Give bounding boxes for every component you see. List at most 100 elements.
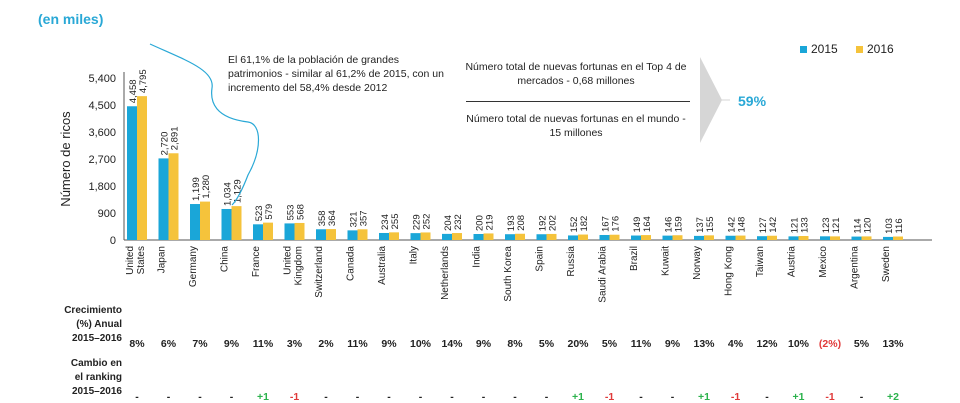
x-tick-label-norway: Norway — [692, 246, 703, 280]
bar-label-hong-kong-2016: 148 — [737, 217, 748, 233]
bar-label-kuwait-2015: 146 — [664, 217, 675, 233]
y-tick-label-2700: 2,700 — [88, 154, 116, 166]
bar-canada-2016 — [357, 229, 368, 240]
growth-value-canada: 11% — [347, 338, 368, 350]
bar-label-canada-2015: 321 — [349, 212, 360, 228]
growth-value-netherlands: 14% — [441, 338, 463, 350]
rank-change-norway: +1 — [698, 391, 710, 403]
rank-change-italy: - — [418, 391, 423, 403]
bar-japan-2016 — [168, 153, 179, 240]
bar-label-sweden-2015: 103 — [884, 218, 895, 234]
bar-kuwait-2015 — [662, 235, 673, 240]
rank-label-line-1: Cambio en — [70, 358, 122, 369]
growth-value-austria: 10% — [787, 338, 809, 350]
bar-switzerland-2015 — [316, 229, 326, 240]
y-tick-label-900: 900 — [98, 208, 116, 220]
bar-label-mexico-2015: 123 — [821, 217, 832, 233]
growth-label-line-3: 2015–2016 — [71, 333, 122, 344]
x-tick-label-united-states-line-2: States — [136, 246, 147, 274]
bar-label-argentina-2016: 120 — [863, 218, 874, 234]
bar-label-russia-2016: 182 — [579, 216, 590, 232]
rank-change-mexico: -1 — [825, 391, 835, 403]
bar-label-australia-2016: 255 — [390, 213, 401, 229]
bar-united-kingdom-2015 — [284, 223, 295, 240]
arrow-shape — [700, 57, 722, 143]
x-tick-label-austria: Austria — [787, 246, 798, 278]
x-tick-label-south-korea: South Korea — [503, 246, 514, 302]
rank-change-hong-kong: -1 — [730, 391, 741, 403]
growth-value-india: 9% — [475, 338, 492, 350]
legend-label-2015: 2015 — [811, 42, 838, 56]
x-tick-label-mexico: Mexico — [818, 246, 829, 278]
top4-callout: Número total de nuevas fortunas en el To… — [465, 61, 687, 87]
x-tick-label-hong-kong: Hong Kong — [724, 246, 735, 296]
x-tick-label-kuwait: Kuwait — [661, 246, 672, 276]
x-tick-label-spain: Spain — [535, 246, 546, 272]
bar-label-mexico-2016: 121 — [831, 218, 842, 234]
growth-value-united-kingdom: 3% — [286, 338, 303, 350]
bar-label-italy-2015: 229 — [412, 214, 423, 230]
bar-label-germany-2016: 1,280 — [201, 175, 212, 199]
growth-label-line-2: (%) Anual — [76, 319, 122, 330]
bar-label-france-2015: 523 — [254, 205, 265, 221]
bar-united-states-2015 — [127, 106, 137, 240]
bar-spain-2015 — [536, 234, 547, 240]
growth-value-mexico: (2%) — [818, 338, 842, 350]
bar-argentina-2015 — [851, 236, 862, 240]
bar-france-2016 — [263, 222, 273, 240]
bar-south-korea-2016 — [515, 233, 525, 240]
x-tick-label-united-kingdom-line-2: Kingdom — [294, 246, 305, 285]
bar-switzerland-2016 — [326, 229, 336, 240]
bar-label-italy-2016: 252 — [422, 214, 433, 230]
growth-value-germany: 7% — [192, 338, 208, 350]
share-callout: El 61,1% de la población de grandes patr… — [228, 54, 444, 94]
bar-label-norway-2016: 155 — [705, 216, 716, 232]
rank-change-japan: - — [166, 391, 171, 403]
rank-change-argentina: - — [859, 391, 864, 403]
legend-item-2016: 2016 — [856, 42, 894, 56]
bar-label-united-states-2016: 4,795 — [138, 69, 149, 93]
bar-india-2015 — [473, 234, 484, 240]
bar-sweden-2016 — [893, 236, 903, 240]
bar-netherlands-2016 — [452, 233, 462, 240]
bar-taiwan-2015 — [757, 236, 767, 240]
bar-russia-2015 — [568, 235, 578, 240]
callout-divider — [466, 101, 690, 102]
bar-label-germany-2015: 1,199 — [191, 177, 202, 201]
bar-spain-2016 — [546, 233, 557, 240]
growth-value-france: 11% — [252, 338, 274, 350]
annotation-shapes — [149, 43, 730, 206]
bar-label-united-states-2015: 4,458 — [128, 79, 139, 103]
rank-change-kuwait: - — [670, 391, 675, 403]
bar-hong-kong-2016 — [735, 235, 746, 240]
bar-label-sweden-2016: 116 — [894, 218, 905, 233]
x-tick-label-netherlands: Netherlands — [440, 246, 451, 300]
bar-canada-2015 — [347, 230, 358, 240]
x-tick-label-india: India — [472, 246, 483, 268]
y-axis: 0 900 1,800 2,700 3,600 4,500 5,400 Número de r… — [58, 72, 932, 247]
world-callout: Número total de nuevas fortunas en el mu… — [466, 113, 686, 139]
x-tick-label-argentina: Argentina — [850, 246, 861, 289]
bar-label-hong-kong-2015: 142 — [727, 217, 738, 233]
bar-australia-2015 — [379, 232, 389, 240]
bar-label-united-kingdom-2015: 553 — [286, 205, 297, 221]
bar-australia-2016 — [389, 232, 399, 240]
bar-china-2015 — [221, 208, 232, 240]
bar-label-china-2016: 1,129 — [233, 179, 244, 203]
x-tick-label-sweden: Sweden — [881, 246, 892, 282]
growth-value-china: 9% — [223, 338, 240, 350]
bar-label-kuwait-2016: 159 — [674, 216, 685, 232]
bar-label-south-korea-2016: 208 — [516, 215, 527, 231]
x-tick-label-germany: Germany — [188, 246, 199, 287]
bar-united-kingdom-2016 — [294, 222, 305, 240]
rank-change-india: - — [481, 391, 486, 403]
unit-label: (en miles) — [38, 11, 104, 27]
bar-label-india-2016: 219 — [485, 215, 496, 231]
bar-netherlands-2015 — [442, 233, 452, 240]
rank-row-label: Cambio en el ranking 2015–2016 — [2, 357, 122, 399]
bars: 4,458 4,795 2,720 2,891 1,199 1,280 1,034 1,129… — [127, 69, 905, 241]
bar-label-australia-2015: 234 — [380, 214, 391, 230]
bar-mexico-2016 — [830, 236, 840, 240]
growth-value-sweden: 13% — [882, 338, 904, 350]
